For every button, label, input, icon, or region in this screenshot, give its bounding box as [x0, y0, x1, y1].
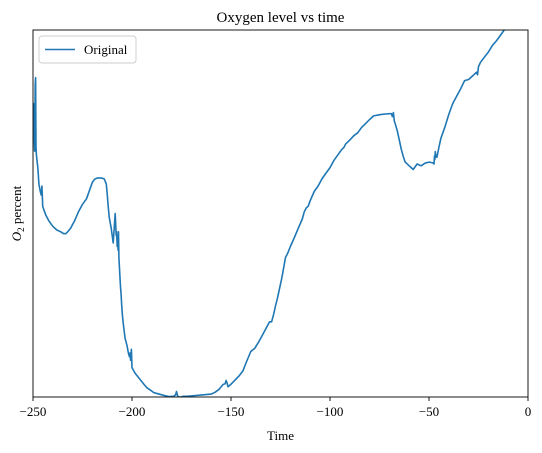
- plot-area-frame: [32, 29, 529, 398]
- y-axis-label-rest: percent: [9, 185, 24, 227]
- x-tick-label: −100: [317, 404, 344, 419]
- legend-box: [38, 35, 137, 64]
- x-axis-ticks: −250 −200 −150 −100 −50 0: [20, 397, 532, 419]
- x-axis-label: Time: [267, 428, 294, 443]
- legend-label-original: Original: [84, 42, 128, 57]
- x-tick-label: −150: [218, 404, 245, 419]
- x-tick-label: −200: [119, 404, 146, 419]
- legend: Original: [38, 35, 137, 64]
- series-line-original: [33, 30, 506, 397]
- x-tick-label: −250: [20, 404, 47, 419]
- chart-title: Oxygen level vs time: [217, 10, 345, 26]
- y-axis-label-subscript: 2: [16, 227, 26, 232]
- x-tick-label: −50: [419, 404, 439, 419]
- y-axis-label-math: O: [9, 231, 24, 241]
- y-axis-label: O2 percent: [9, 185, 26, 241]
- x-tick-label: 0: [525, 404, 532, 419]
